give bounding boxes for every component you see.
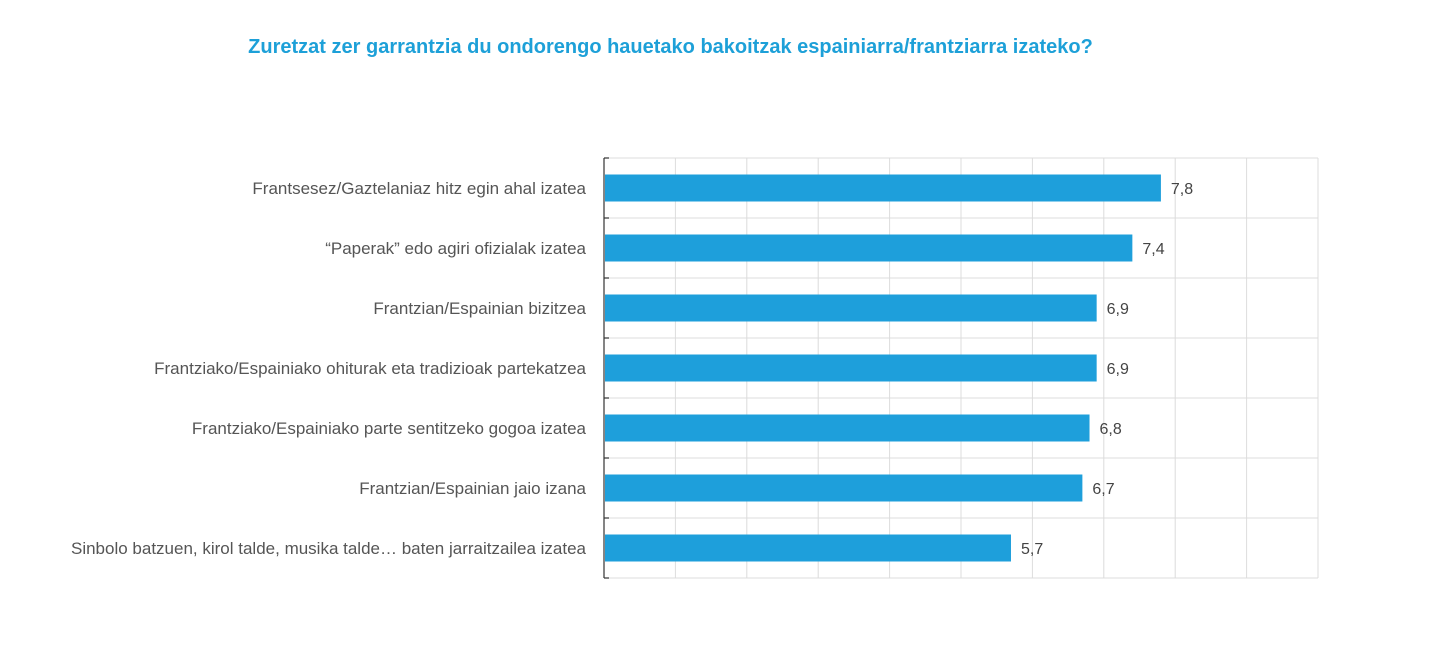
bar [605,414,1090,442]
category-label: Frantziako/Espainiako ohiturak eta tradi… [154,359,586,378]
category-label: Frantzian/Espainian jaio izana [359,479,586,498]
value-label: 6,9 [1107,361,1129,378]
category-label: “Paperak” edo agiri ofizialak izatea [325,239,586,258]
value-label: 5,7 [1021,541,1043,558]
bar [605,354,1097,382]
bar [605,474,1083,502]
category-label: Frantzian/Espainian bizitzea [373,299,586,318]
category-label: Frantsesez/Gaztelaniaz hitz egin ahal iz… [252,179,586,198]
value-label: 7,8 [1171,181,1193,198]
value-label: 6,7 [1092,481,1114,498]
category-label: Frantziako/Espainiako parte sentitzeko g… [192,419,587,438]
value-label: 7,4 [1142,241,1164,258]
bar [605,174,1161,202]
chart-title: Zuretzat zer garrantzia du ondorengo hau… [248,36,1093,58]
category-label: Sinbolo batzuen, kirol talde, musika tal… [71,539,587,558]
bar [605,534,1011,562]
value-label: 6,8 [1100,421,1122,438]
value-label: 6,9 [1107,301,1129,318]
bar [605,234,1133,262]
bar [605,294,1097,322]
